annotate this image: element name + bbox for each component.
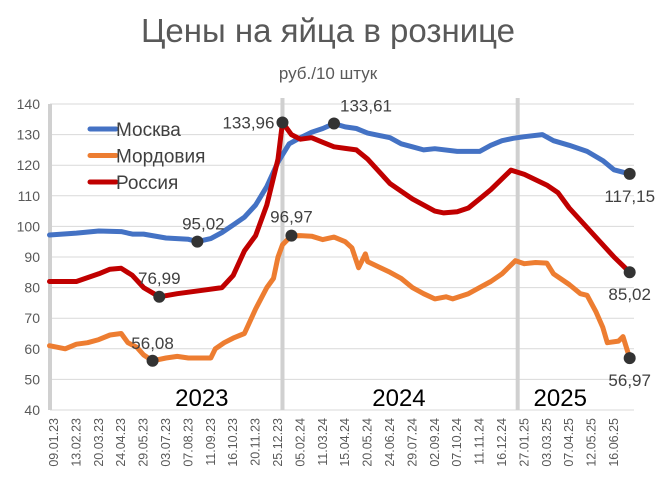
x-tick-label: 02.09.24 — [428, 418, 442, 467]
y-tick-label: 110 — [18, 188, 41, 204]
data-label: 95,02 — [182, 215, 225, 234]
x-tick-label: 27.01.25 — [517, 418, 531, 467]
y-tick-label: 100 — [17, 218, 41, 234]
x-tick-label: 11.09.23 — [204, 418, 218, 466]
data-label: 133,96 — [222, 113, 274, 132]
y-tick-label: 40 — [24, 402, 40, 418]
data-label: 85,02 — [608, 285, 651, 304]
legend-label: Москва — [116, 120, 181, 141]
data-point-marker — [191, 235, 204, 248]
year-label: 2023 — [175, 385, 228, 412]
y-tick-label: 80 — [24, 280, 40, 296]
x-tick-label: 29.07.24 — [405, 418, 419, 467]
x-tick-label: 13.02.23 — [69, 418, 83, 467]
x-tick-label: 03.07.23 — [159, 418, 173, 467]
x-tick-label: 29.05.23 — [137, 418, 151, 467]
x-tick-label: 07.08.23 — [181, 418, 195, 467]
x-tick-label: 25.12.23 — [271, 418, 285, 467]
year-label: 2024 — [372, 385, 425, 412]
y-tick-label: 90 — [24, 249, 40, 265]
y-tick-label: 140 — [17, 96, 41, 112]
x-tick-label: 11.11.24 — [473, 418, 487, 465]
x-tick-label: 20.05.24 — [361, 418, 375, 467]
x-tick-label: 20.03.23 — [92, 418, 106, 467]
data-point-marker — [276, 116, 289, 129]
x-tick-label: 20.11.23 — [249, 418, 263, 466]
data-label: 133,61 — [340, 97, 392, 116]
data-point-marker — [623, 352, 636, 365]
data-label: 117,15 — [604, 187, 655, 206]
x-tick-label: 05.02.24 — [293, 418, 307, 467]
data-point-marker — [623, 266, 636, 279]
x-tick-label: 24.04.23 — [114, 418, 128, 467]
x-tick-label: 12.05.25 — [585, 418, 599, 467]
data-point-marker — [285, 229, 298, 242]
legend-label: Россия — [116, 173, 178, 194]
year-label: 2025 — [534, 385, 587, 412]
x-tick-label: 16.12.24 — [495, 418, 509, 467]
x-tick-label: 07.10.24 — [450, 418, 464, 467]
y-tick-label: 70 — [24, 310, 40, 326]
data-label: 56,97 — [608, 371, 651, 390]
data-point-marker — [146, 354, 159, 367]
y-tick-label: 120 — [17, 157, 41, 173]
data-label: 56,08 — [131, 334, 174, 353]
y-tick-label: 60 — [24, 341, 40, 357]
x-tick-label: 16.06.25 — [607, 418, 621, 467]
x-tick-label: 11.03.24 — [316, 418, 330, 466]
chart-title: Цены на яйца в рознице — [140, 12, 516, 49]
x-tick-label: 15.04.24 — [338, 418, 352, 467]
chart-subtitle: руб./10 штук — [278, 64, 378, 83]
series-line-2 — [47, 120, 633, 300]
x-tick-label: 24.06.24 — [383, 418, 397, 467]
x-tick-label: 07.04.25 — [562, 418, 576, 467]
legend-label: Мордовия — [116, 147, 205, 168]
x-tick-label: 09.01.23 — [47, 418, 61, 467]
data-label: 96,97 — [270, 208, 313, 227]
data-point-marker — [153, 290, 166, 303]
data-point-marker — [623, 167, 636, 180]
y-tick-label: 130 — [17, 127, 41, 143]
x-tick-label: 03.03.25 — [540, 418, 554, 467]
data-point-marker — [328, 117, 340, 130]
data-label: 76,99 — [138, 269, 181, 288]
x-tick-label: 16.10.23 — [226, 418, 240, 467]
y-tick-label: 50 — [24, 371, 40, 387]
